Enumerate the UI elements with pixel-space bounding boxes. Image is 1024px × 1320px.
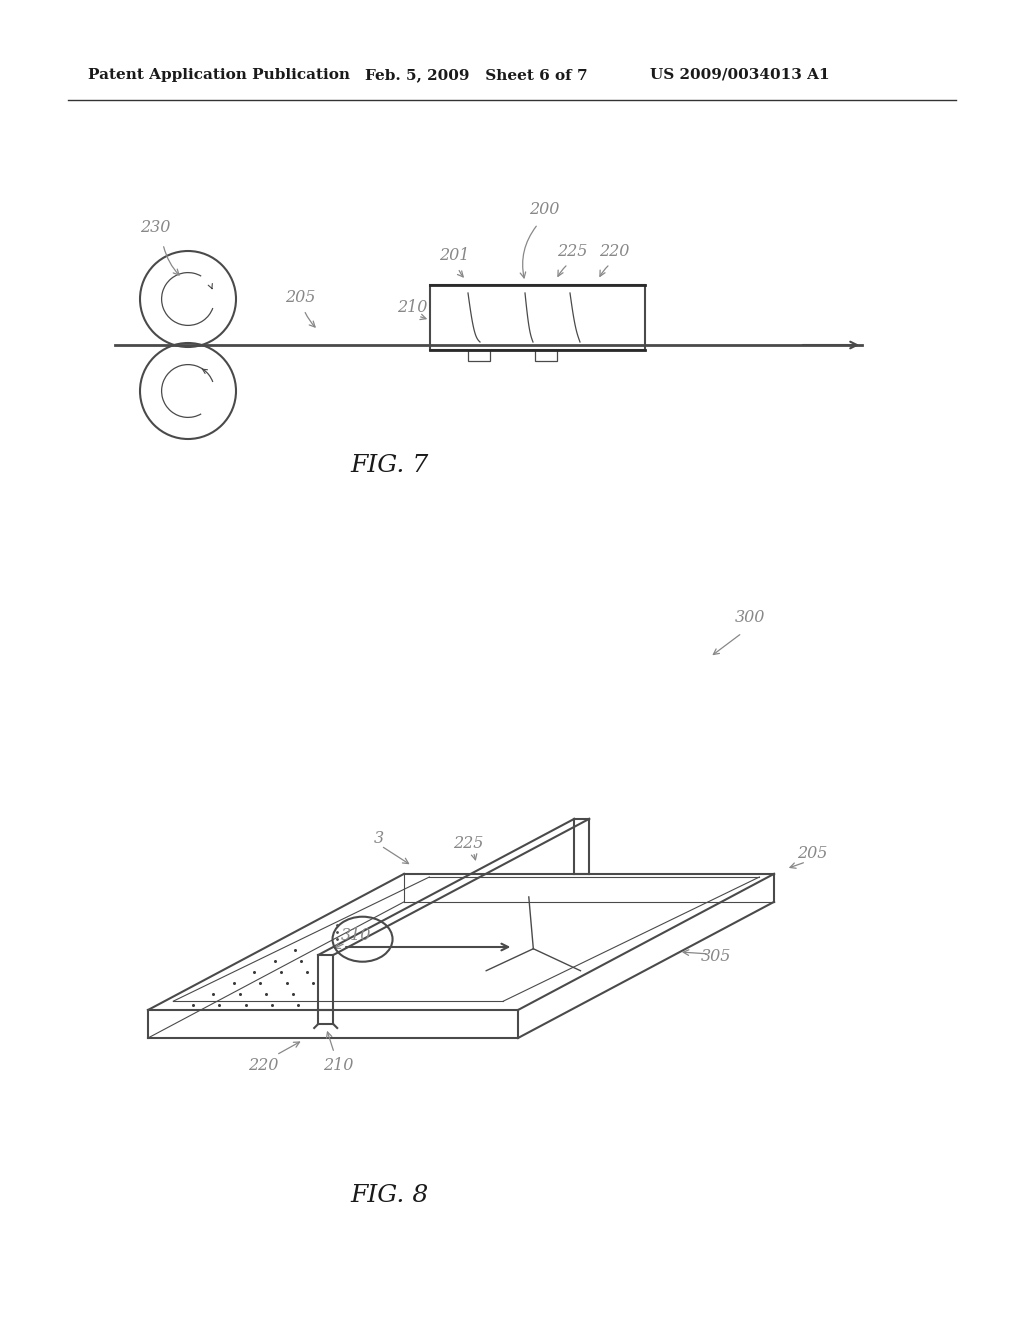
Text: 205: 205	[797, 845, 827, 862]
Text: 230: 230	[140, 219, 170, 236]
Text: FIG. 8: FIG. 8	[351, 1184, 429, 1206]
Text: 225: 225	[454, 836, 483, 853]
Text: 205: 205	[285, 289, 315, 306]
Text: 210: 210	[397, 300, 427, 317]
Bar	[468, 350, 490, 360]
Text: FIG. 7: FIG. 7	[351, 454, 429, 477]
Text: 225: 225	[557, 243, 587, 260]
Bar	[535, 350, 557, 360]
Text: Feb. 5, 2009   Sheet 6 of 7: Feb. 5, 2009 Sheet 6 of 7	[365, 69, 588, 82]
Bar	[430, 285, 645, 350]
Text: 220: 220	[248, 1056, 279, 1073]
Text: 201: 201	[439, 248, 469, 264]
Text: 210: 210	[323, 1056, 353, 1073]
Text: Patent Application Publication: Patent Application Publication	[88, 69, 350, 82]
Text: 3: 3	[374, 830, 384, 847]
Text: US 2009/0034013 A1: US 2009/0034013 A1	[650, 69, 829, 82]
Text: 220: 220	[599, 243, 629, 260]
Text: 305: 305	[700, 949, 731, 965]
Text: 300: 300	[735, 610, 765, 627]
Text: 310: 310	[341, 927, 371, 944]
Text: 200: 200	[528, 202, 559, 219]
